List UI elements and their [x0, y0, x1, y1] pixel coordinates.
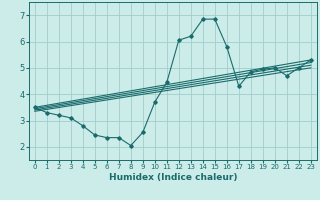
X-axis label: Humidex (Indice chaleur): Humidex (Indice chaleur)	[108, 173, 237, 182]
